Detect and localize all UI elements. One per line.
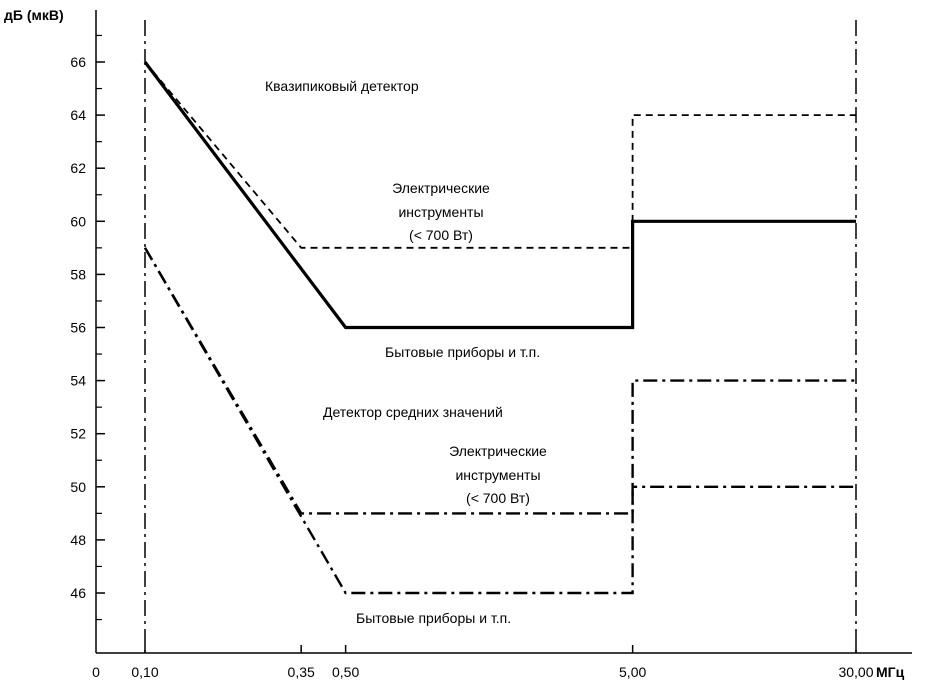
ticks-layer: 46 48 50 52 54 56 58 60 62 64 66 0,10 0,35 0,50 5,00 30…	[70, 20, 874, 680]
y-tick-label: 54	[70, 373, 86, 389]
x-tick-label: 0,10	[131, 664, 158, 680]
series-line-4	[143, 247, 856, 595]
y-tick-label: 48	[70, 532, 86, 548]
y-tick-label: 52	[70, 426, 86, 442]
x-tick-label: 0,50	[332, 664, 359, 680]
x-tick-label: 0,35	[288, 664, 315, 680]
y-tick-label: 50	[70, 479, 86, 495]
x-axis-unit: МГц	[876, 664, 905, 680]
x-tick-label: 5,00	[619, 664, 646, 680]
series-line-1	[144, 61, 856, 249]
y-tick-label: 56	[70, 320, 86, 336]
annotation-qp-tools-line-3: (< 700 Вт)	[409, 227, 473, 243]
annotation-qp-tools-line-2: инструменты	[398, 204, 483, 220]
y-tick-label: 46	[70, 585, 86, 601]
series-line-3	[143, 247, 856, 515]
series-line-2	[143, 61, 856, 330]
y-tick-label: 66	[70, 54, 86, 70]
annotation-avg-tools-line-2: инструменты	[455, 467, 540, 483]
annotation-avg-detector: Детектор средних значений	[323, 404, 503, 420]
annotation-avg-tools-line-3: (< 700 Вт)	[466, 490, 530, 506]
annotation-qp-household: Бытовые приборы и т.п.	[385, 344, 540, 360]
y-tick-label: 58	[70, 266, 86, 282]
y-axis-label: дБ (мкВ)	[4, 7, 64, 23]
y-tick-label: 62	[70, 160, 86, 176]
y-tick-label: 60	[70, 213, 86, 229]
axes-layer: дБ (мкВ) МГц 0	[4, 7, 912, 680]
series-layer	[143, 61, 856, 595]
annotation-avg-tools-line-1: Электрические	[449, 443, 547, 459]
annotation-avg-household: Бытовые приборы и т.п.	[356, 610, 511, 626]
annotation-qp-detector: Квазипиковый детектор	[265, 78, 419, 94]
annotations-layer: Квазипиковый детектор Электрические инст…	[265, 78, 547, 626]
x-origin-label: 0	[92, 664, 100, 680]
x-tick-label: 30,00	[838, 664, 873, 680]
annotation-qp-tools-line-1: Электрические	[392, 180, 490, 196]
y-tick-label: 64	[70, 107, 86, 123]
